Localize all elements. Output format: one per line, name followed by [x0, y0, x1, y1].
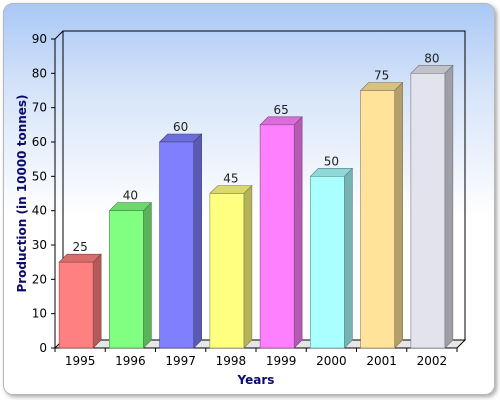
- bar-front: [410, 73, 446, 349]
- bar-1998: [209, 184, 253, 349]
- y-tick-label: 50: [32, 169, 47, 183]
- bar-front: [109, 210, 144, 349]
- y-tick-label: 90: [32, 32, 47, 46]
- x-tick-label-2000: 2000: [316, 354, 347, 368]
- bar-front: [310, 176, 345, 349]
- x-tick-label-1995: 1995: [65, 354, 96, 368]
- bar-2001: [359, 81, 404, 349]
- bar-2002: [410, 64, 454, 349]
- data-labels: 25 40 60 45 65 50 75 80: [72, 51, 439, 254]
- y-tick-label: 30: [32, 238, 47, 252]
- y-axis: 0 10 20 30 40 50 60 70 80 90: [32, 30, 64, 355]
- y-tick-label: 80: [32, 66, 47, 80]
- x-axis-title: Years: [237, 373, 275, 387]
- bar-side: [193, 133, 202, 349]
- y-axis-depth-line: [54, 30, 64, 40]
- bars: [58, 64, 454, 349]
- data-label-2002: 80: [424, 51, 439, 65]
- bar-side: [243, 184, 253, 349]
- bar-side: [344, 167, 353, 349]
- y-tick-label: 20: [32, 272, 47, 286]
- bar-front: [360, 90, 395, 349]
- data-label-1997: 60: [173, 120, 188, 134]
- bar-1997: [158, 133, 203, 349]
- x-tick-label-2001: 2001: [366, 354, 397, 368]
- data-label-2000: 50: [324, 154, 339, 168]
- x-tick-label-1998: 1998: [216, 354, 247, 368]
- y-tick-label: 70: [32, 101, 47, 115]
- y-tick-label: 40: [32, 204, 47, 218]
- data-label-2001: 75: [374, 69, 389, 83]
- x-tick-label-1999: 1999: [266, 354, 297, 368]
- bar-1999: [259, 116, 303, 349]
- x-tick-label-2002: 2002: [417, 354, 448, 368]
- y-tick-label: 10: [32, 307, 47, 321]
- bar-side: [394, 81, 403, 349]
- y-tick-label: 60: [32, 135, 47, 149]
- bar-side: [293, 116, 303, 349]
- y-tick-label: 0: [39, 341, 47, 355]
- bar-front: [159, 141, 194, 349]
- bar-2000: [309, 167, 354, 349]
- bar-1995: [58, 253, 102, 349]
- data-label-1995: 25: [72, 240, 87, 254]
- y-axis-title: Production (in 10000 tonnes): [15, 94, 29, 292]
- data-label-1998: 45: [223, 172, 238, 186]
- data-label-1999: 65: [273, 103, 288, 117]
- bar-1996: [108, 201, 153, 349]
- bar-front: [209, 193, 245, 349]
- bar-front: [58, 261, 94, 349]
- x-tick-label-1997: 1997: [165, 354, 196, 368]
- data-label-1996: 40: [123, 189, 138, 203]
- x-tick-label-1996: 1996: [115, 354, 146, 368]
- bar-side: [92, 253, 102, 349]
- bar-side: [444, 64, 454, 349]
- bar-front: [259, 124, 295, 349]
- x-axis: 1995 1996 1997 1998 1999 2000 2001 2002: [54, 347, 458, 368]
- bar-side: [143, 201, 152, 349]
